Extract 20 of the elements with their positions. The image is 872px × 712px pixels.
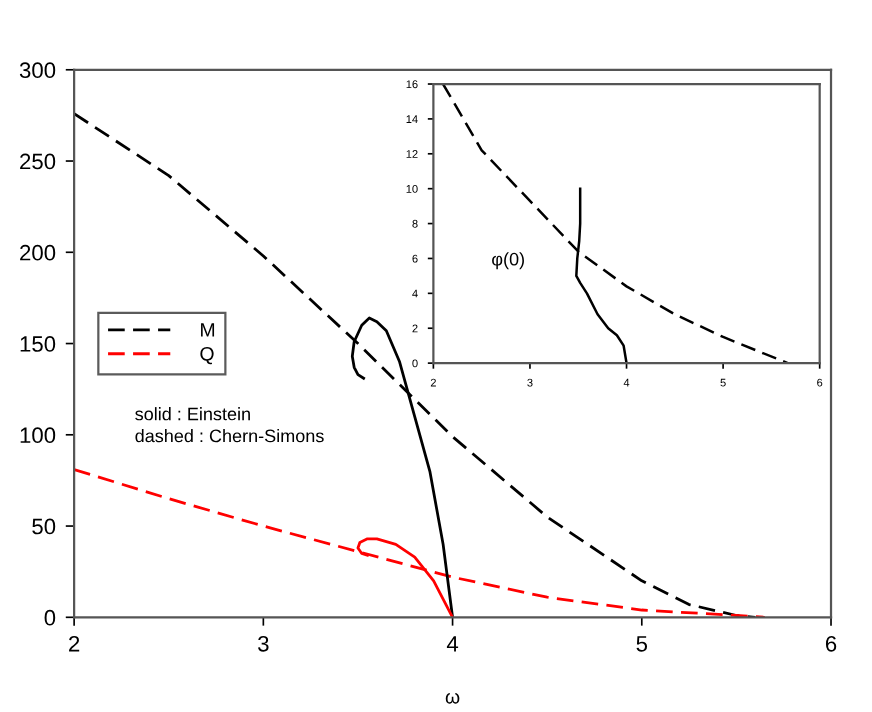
- annotation: solid : Einstein: [135, 407, 250, 421]
- y-tick-label: 200: [20, 244, 56, 261]
- x-tick-label: 4: [446, 636, 459, 652]
- x-tick-label: 6: [825, 635, 837, 652]
- line-series: [441, 84, 790, 364]
- y-tick-label: 100: [20, 427, 56, 444]
- x-tick-label: 5: [636, 636, 648, 652]
- y-tick-label: 0: [44, 609, 56, 626]
- y-tick-label: 50: [32, 518, 56, 535]
- y-tick-label: 150: [20, 336, 56, 352]
- legend-label: M: [201, 323, 215, 337]
- line-series: [74, 112, 757, 618]
- x-tick-label: 3: [258, 635, 269, 652]
- x-tick-label: 2: [69, 635, 80, 652]
- legend-label: Q: [200, 346, 214, 365]
- annotation: φ(0): [492, 252, 524, 270]
- y-tick-label: 300: [19, 62, 56, 79]
- annotation: dashed : Chern-Simons: [135, 429, 324, 443]
- y-tick-label: 250: [20, 153, 56, 170]
- x-axis-title: ω: [445, 693, 460, 704]
